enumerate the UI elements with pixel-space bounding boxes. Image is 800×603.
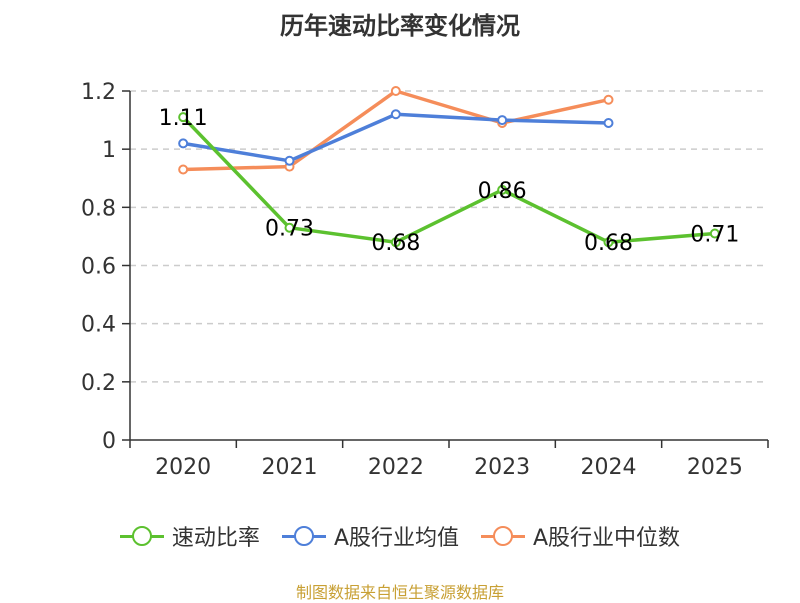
data-point <box>178 112 189 123</box>
series-line-2 <box>183 89 609 172</box>
y-tick-label: 0.8 <box>81 196 116 221</box>
data-point <box>603 117 614 128</box>
x-tick-label: 2025 <box>687 455 743 480</box>
data-point <box>603 94 614 105</box>
data-labels: 1.11 0.73 0.68 0.86 0.68 0.71 <box>159 106 740 256</box>
data-point <box>497 184 508 195</box>
legend-label: A股行业中位数 <box>533 526 681 551</box>
chart-title: 历年速动比率变化情况 <box>280 12 520 40</box>
legend-label: 速动比率 <box>171 526 260 551</box>
data-label: 0.68 <box>584 231 633 256</box>
y-tick-label: 0.6 <box>81 255 116 280</box>
data-point <box>603 237 614 248</box>
series-line-1 <box>182 112 609 163</box>
axes: 0 0.2 0.4 0.6 0.8 1 1.2 2020 2021 2022 2023 2024 202… <box>81 80 769 480</box>
data-point <box>390 109 401 120</box>
x-tick-label: 2023 <box>474 455 530 480</box>
data-point <box>390 237 401 248</box>
legend-item-industry-mean[interactable]: A股行业均值 <box>281 520 459 552</box>
legend-marker-icon <box>481 526 525 546</box>
y-tick-label: 1 <box>102 138 116 163</box>
data-label: 0.86 <box>478 179 527 204</box>
legend-marker-icon <box>281 526 326 546</box>
y-tick-label: 0 <box>102 429 116 454</box>
x-tick-label: 2020 <box>155 455 211 480</box>
y-tick-label: 0.4 <box>81 313 116 338</box>
legend-label: A股行业均值 <box>333 526 459 551</box>
source-note: 制图数据来自恒生聚源数据库 <box>295 583 504 602</box>
legend-marker-icon <box>119 526 164 546</box>
grid-lines <box>130 90 768 383</box>
x-tick-label: 2024 <box>581 455 637 480</box>
legend-item-speed-ratio[interactable]: 速动比率 <box>119 520 260 552</box>
data-point <box>284 155 295 166</box>
x-tick-label: 2022 <box>368 455 424 480</box>
data-point <box>178 164 189 175</box>
y-tick-label: 1.2 <box>81 80 116 105</box>
data-point <box>497 115 508 126</box>
legend-item-industry-median[interactable]: A股行业中位数 <box>481 520 680 552</box>
data-point <box>178 138 189 149</box>
y-tick-label: 0.2 <box>81 371 116 396</box>
data-label: 0.68 <box>371 231 420 256</box>
x-tick-label: 2021 <box>262 455 318 480</box>
legend: 速动比率 A股行业均值 A股行业中位数 <box>0 520 800 552</box>
data-label: 0.71 <box>690 223 739 248</box>
data-label: 1.11 <box>159 106 208 131</box>
data-point <box>390 86 401 96</box>
series-line-0 <box>181 115 715 244</box>
data-point <box>284 222 295 233</box>
series-lines <box>178 86 720 248</box>
data-point <box>709 228 720 239</box>
data-label: 0.73 <box>265 217 314 242</box>
